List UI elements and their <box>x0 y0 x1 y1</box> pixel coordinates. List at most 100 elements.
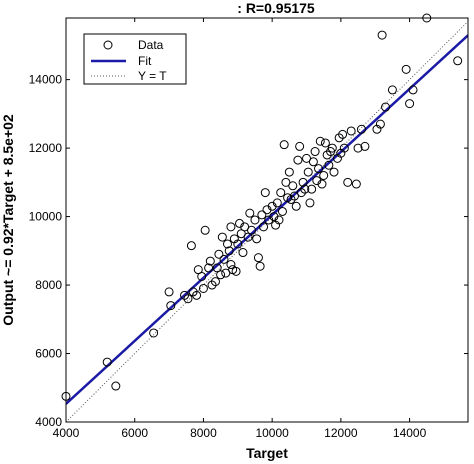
legend-box <box>83 33 187 85</box>
data-point <box>257 210 267 220</box>
data-point <box>277 206 287 216</box>
y-tick-label: 10000 <box>29 210 63 224</box>
data-point <box>200 225 210 235</box>
y-tick-label: 12000 <box>29 141 63 155</box>
data-point <box>260 188 270 198</box>
legend-data-marker <box>103 40 113 50</box>
y-axis-label: Output ~= 0.92*Target + 8.5e+02 <box>0 114 16 326</box>
data-point <box>293 155 303 165</box>
data-point <box>286 194 296 204</box>
data-point <box>217 232 227 242</box>
data-point <box>219 254 229 264</box>
data-point <box>319 170 329 180</box>
data-point <box>186 241 196 251</box>
data-point <box>192 290 202 300</box>
data-point <box>226 260 236 270</box>
data-point <box>343 177 353 187</box>
data-point <box>387 85 397 95</box>
data-point <box>183 294 193 304</box>
data-point <box>401 64 411 74</box>
y-tick-label: 8000 <box>35 278 62 292</box>
data-point <box>320 138 330 148</box>
data-point <box>231 266 241 276</box>
data-point <box>279 140 289 150</box>
data-point <box>216 270 226 280</box>
data-point <box>339 143 349 153</box>
data-point <box>198 283 208 293</box>
data-point <box>272 198 282 208</box>
data-point <box>314 164 324 174</box>
data-point <box>327 143 337 153</box>
data-point <box>233 239 243 249</box>
data-point <box>207 280 217 290</box>
data-point <box>303 167 313 177</box>
data-point <box>310 147 320 157</box>
data-point <box>210 277 220 287</box>
data-point <box>317 179 327 189</box>
data-point <box>222 239 232 249</box>
y-tick-label: 4000 <box>35 415 62 429</box>
data-point <box>346 126 356 136</box>
data-point <box>375 119 385 129</box>
data-point <box>334 133 344 143</box>
data-point <box>180 290 190 300</box>
data-point <box>188 287 198 297</box>
data-point <box>381 102 391 112</box>
data-point <box>226 222 236 232</box>
data-point <box>247 225 257 235</box>
data-point <box>252 234 262 244</box>
data-point <box>166 301 176 311</box>
x-tick-label: 10000 <box>255 426 289 440</box>
x-tick-label: 12000 <box>324 426 358 440</box>
data-point <box>338 129 348 139</box>
x-tick-label: 14000 <box>393 426 427 440</box>
data-point <box>324 160 334 170</box>
data-points <box>61 13 463 401</box>
data-point <box>360 141 370 151</box>
data-point <box>284 167 294 177</box>
data-point <box>250 215 260 225</box>
x-tick-label: 6000 <box>121 426 148 440</box>
y-tick-label: 6000 <box>35 347 62 361</box>
data-point <box>259 222 269 232</box>
data-point <box>315 136 325 146</box>
x-tick-label: 4000 <box>53 426 80 440</box>
legend: Data Fit Y = T <box>83 33 187 85</box>
data-point <box>322 150 332 160</box>
data-point <box>298 177 308 187</box>
data-point <box>353 143 363 153</box>
data-point <box>204 263 214 273</box>
data-point <box>295 141 305 151</box>
data-point <box>197 271 207 281</box>
data-point <box>307 184 317 194</box>
data-point <box>305 198 315 208</box>
data-point <box>214 249 224 259</box>
data-point <box>224 246 234 256</box>
x-axis-label: Target <box>246 445 288 461</box>
plot-frame <box>65 17 469 423</box>
data-point <box>276 188 286 198</box>
data-point <box>102 357 112 367</box>
data-point <box>238 248 248 258</box>
plot-lines <box>66 21 468 422</box>
data-point <box>291 201 301 211</box>
data-point <box>253 253 263 263</box>
x-tick-label: 8000 <box>190 426 217 440</box>
legend-data-label: Data <box>138 38 164 52</box>
data-point <box>356 124 366 134</box>
data-point <box>408 85 418 95</box>
data-point <box>245 208 255 218</box>
legend-identity-label: Y = T <box>138 69 167 83</box>
data-point <box>329 167 339 177</box>
data-point <box>300 184 310 194</box>
data-point <box>288 181 298 191</box>
data-point <box>111 381 121 391</box>
data-point <box>164 287 174 297</box>
legend-fit-label: Fit <box>138 54 152 68</box>
fit-line <box>66 34 468 405</box>
data-point <box>149 328 159 338</box>
data-point <box>274 215 284 225</box>
data-point <box>308 157 318 167</box>
data-point <box>296 188 306 198</box>
